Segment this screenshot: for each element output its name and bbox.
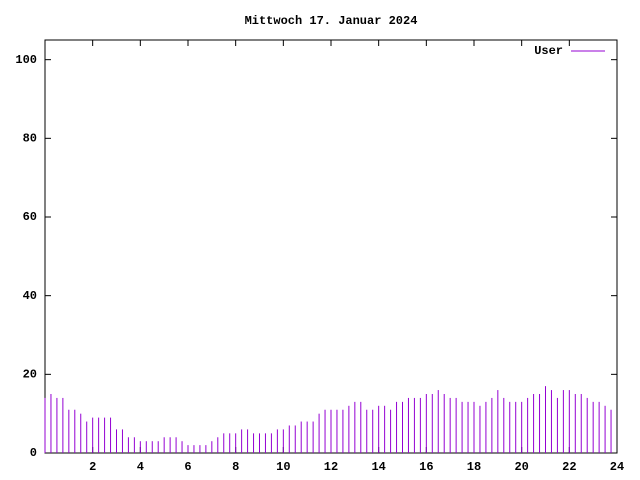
x-tick-label: 4	[137, 460, 144, 474]
y-tick-label: 80	[23, 132, 37, 146]
y-tick-label: 60	[23, 210, 37, 224]
x-tick-label: 18	[467, 460, 481, 474]
legend-label: User	[534, 44, 563, 58]
y-tick-label: 100	[15, 53, 37, 67]
x-tick-label: 16	[419, 460, 433, 474]
x-tick-label: 12	[324, 460, 338, 474]
x-tick-label: 10	[276, 460, 290, 474]
y-tick-label: 20	[23, 368, 37, 382]
x-tick-label: 22	[562, 460, 576, 474]
x-tick-label: 2	[89, 460, 96, 474]
y-tick-label: 40	[23, 289, 37, 303]
x-tick-label: 8	[232, 460, 239, 474]
x-tick-label: 20	[514, 460, 528, 474]
chart-title: Mittwoch 17. Januar 2024	[245, 14, 418, 28]
x-tick-label: 24	[610, 460, 624, 474]
y-tick-label: 0	[30, 446, 37, 460]
x-tick-label: 6	[184, 460, 191, 474]
x-tick-label: 14	[371, 460, 385, 474]
